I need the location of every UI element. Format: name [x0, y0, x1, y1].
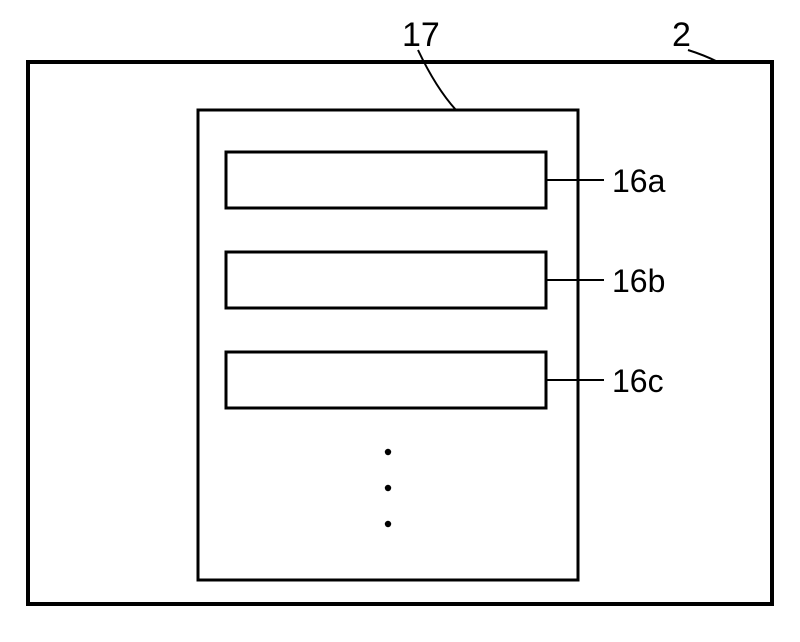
label-ref-16b: 16b	[612, 263, 665, 299]
label-ref-17: 17	[402, 16, 440, 54]
ellipsis-dot	[385, 521, 391, 527]
label-ref-16c: 16c	[612, 363, 664, 399]
ellipsis-dot	[385, 449, 391, 455]
ellipsis-dot	[385, 485, 391, 491]
diagram-svg: 2 17 16a 16b 16c	[0, 0, 800, 642]
label-ref-16a: 16a	[612, 163, 666, 199]
leader-ref-17	[418, 50, 456, 110]
item-slot-2	[226, 252, 546, 308]
item-slot-1	[226, 152, 546, 208]
inner-panel	[198, 110, 578, 580]
label-ref-2: 2	[672, 16, 691, 54]
item-slot-3	[226, 352, 546, 408]
outer-frame	[28, 62, 772, 604]
